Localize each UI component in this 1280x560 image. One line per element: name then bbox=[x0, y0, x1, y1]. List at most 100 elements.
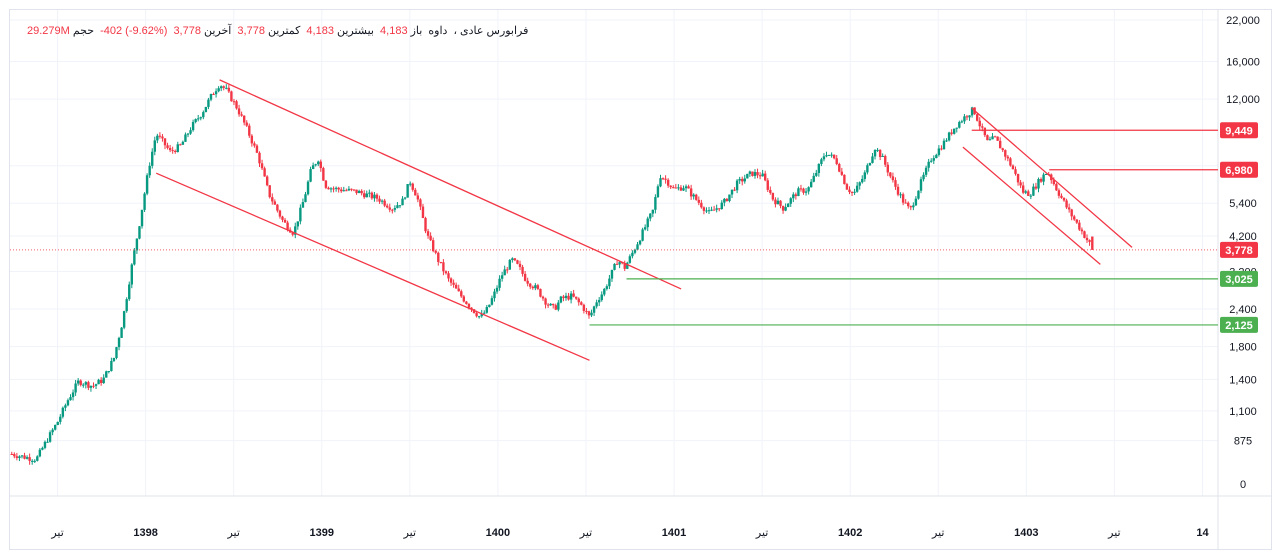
candle-up bbox=[830, 154, 833, 156]
candle-down bbox=[878, 149, 882, 157]
candle-up bbox=[735, 180, 739, 191]
candle-up bbox=[89, 385, 93, 388]
candle-up bbox=[684, 186, 688, 189]
candle-up bbox=[219, 86, 223, 89]
candle-up bbox=[48, 432, 52, 442]
price-chart[interactable]: 22,00016,00012,0007,2005,4004,2003,2002,… bbox=[10, 10, 1272, 550]
candle-up bbox=[1044, 173, 1048, 175]
chart-frame[interactable]: 22,00016,00012,0007,2005,4004,2003,2002,… bbox=[9, 9, 1272, 550]
volume-axis-label: 0 bbox=[1240, 479, 1246, 491]
candle-up bbox=[53, 425, 57, 430]
candle-down bbox=[889, 172, 892, 177]
price-badge-label: 6,980 bbox=[1225, 165, 1253, 177]
candle-down bbox=[679, 187, 683, 191]
candle-down bbox=[452, 282, 455, 285]
candle-down bbox=[529, 283, 532, 287]
candle-up bbox=[102, 377, 105, 384]
candle-up bbox=[490, 298, 494, 305]
time-tick-label: 1401 bbox=[662, 527, 686, 539]
candle-down bbox=[248, 125, 251, 136]
candle-up bbox=[393, 208, 397, 210]
candle-down bbox=[166, 145, 169, 148]
candle-down bbox=[327, 187, 330, 190]
candle-up bbox=[942, 140, 946, 150]
candle-up bbox=[133, 250, 136, 265]
candle-down bbox=[697, 199, 701, 203]
candle-up bbox=[705, 210, 708, 212]
candle-up bbox=[202, 112, 205, 118]
trendline-lower-channel-2[interactable] bbox=[962, 146, 1101, 265]
candle-up bbox=[148, 165, 151, 176]
candle-up bbox=[873, 149, 877, 157]
candle-up bbox=[120, 327, 123, 338]
candle-up bbox=[122, 311, 126, 328]
candle-up bbox=[296, 221, 300, 227]
candle-up bbox=[342, 190, 345, 192]
candle-up bbox=[746, 173, 749, 179]
candle-up bbox=[633, 249, 637, 253]
candle-up bbox=[125, 299, 128, 312]
candle-down bbox=[909, 206, 912, 208]
time-tick-label: 1400 bbox=[486, 527, 510, 539]
last-price-label: 3,778 bbox=[1225, 245, 1253, 257]
legend-symbol[interactable]: فرابورس عادی bbox=[460, 25, 529, 37]
candle-up bbox=[477, 316, 481, 318]
candle-up bbox=[46, 441, 49, 443]
candle-up bbox=[1029, 195, 1033, 197]
candle-up bbox=[564, 295, 568, 299]
candle-up bbox=[184, 134, 187, 142]
candle-up bbox=[204, 106, 208, 113]
candle-down bbox=[907, 202, 910, 207]
candle-up bbox=[955, 127, 958, 129]
candle-up bbox=[373, 194, 376, 199]
candle-up bbox=[937, 148, 941, 155]
candle-up bbox=[56, 421, 59, 426]
candle-up bbox=[38, 449, 42, 457]
candle-down bbox=[378, 198, 381, 202]
candle-up bbox=[988, 139, 992, 141]
trendline-lower-channel-1[interactable] bbox=[155, 172, 590, 361]
candle-up bbox=[682, 188, 685, 191]
candle-down bbox=[741, 178, 744, 182]
candle-up bbox=[707, 210, 711, 212]
candle-up bbox=[743, 178, 746, 182]
candle-down bbox=[1070, 209, 1073, 217]
candle-down bbox=[577, 298, 580, 303]
candle-down bbox=[1019, 182, 1022, 186]
candle-down bbox=[552, 303, 555, 306]
candle-down bbox=[838, 164, 841, 172]
candle-down bbox=[1088, 240, 1091, 242]
legend-source: داوه bbox=[428, 25, 448, 37]
candle-down bbox=[623, 263, 626, 269]
candle-down bbox=[332, 188, 335, 190]
candle-down bbox=[345, 190, 348, 192]
candle-up bbox=[503, 269, 506, 276]
candle-down bbox=[179, 144, 182, 146]
candle-down bbox=[587, 311, 591, 316]
candle-down bbox=[337, 187, 340, 190]
candle-up bbox=[600, 294, 603, 301]
candle-down bbox=[567, 295, 570, 300]
candle-up bbox=[406, 184, 409, 198]
trendline-upper-channel-1[interactable] bbox=[219, 79, 682, 290]
candle-down bbox=[253, 143, 256, 146]
candle-down bbox=[769, 189, 772, 193]
candle-down bbox=[15, 456, 19, 458]
candle-up bbox=[217, 88, 220, 92]
price-tick-label: 4,200 bbox=[1229, 231, 1257, 243]
candle-down bbox=[276, 204, 279, 211]
candle-down bbox=[1060, 195, 1063, 198]
candle-down bbox=[386, 205, 389, 208]
candle-up bbox=[557, 302, 560, 310]
trendline-upper-channel-2[interactable] bbox=[971, 107, 1133, 248]
candle-up bbox=[207, 99, 210, 107]
candle-down bbox=[1052, 180, 1056, 185]
candle-up bbox=[508, 259, 512, 270]
candle-down bbox=[383, 200, 386, 206]
candle-up bbox=[84, 382, 88, 385]
candle-up bbox=[194, 119, 197, 122]
candle-up bbox=[347, 188, 351, 191]
candle-down bbox=[375, 194, 379, 199]
legend-low: 3,778 bbox=[237, 25, 265, 37]
candle-up bbox=[968, 115, 971, 118]
